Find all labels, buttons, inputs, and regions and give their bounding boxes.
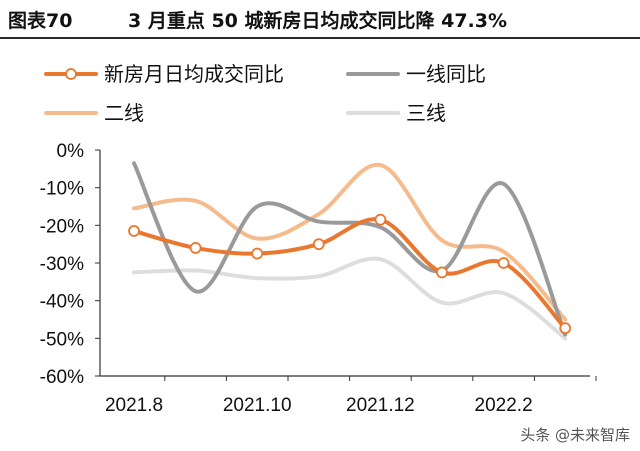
data-point-total: [374, 213, 387, 226]
x-tick-label: 2021.8: [105, 395, 163, 416]
series-line-tier3: [132, 256, 568, 341]
header-rule: [0, 37, 640, 39]
data-point-total: [189, 242, 202, 254]
series-lines: [128, 161, 572, 341]
data-point-total: [559, 322, 572, 335]
data-point-total: [251, 247, 264, 260]
y-tick-label: -40%: [40, 292, 84, 313]
data-point-total: [312, 238, 325, 251]
y-tick-label: -30%: [40, 254, 84, 275]
legend-marker-total: [65, 68, 77, 80]
y-tick-label: 0%: [57, 141, 85, 162]
x-tick-label: 2022.2: [475, 395, 533, 416]
figure-number: 图表70: [8, 10, 73, 32]
legend-label-tier2: 二线: [104, 101, 144, 125]
data-point-total: [497, 257, 510, 269]
chart-header: 图表70 3 月重点 50 城新房日均成交同比降 47.3%: [0, 0, 640, 40]
x-tick-label: 2021.12: [346, 395, 415, 416]
axes: 0% -10% -20% -30% -40% -50% -60% 2021.8 2021.10 2…: [40, 141, 597, 416]
data-point-total: [128, 225, 140, 237]
y-tick-label: -10%: [40, 179, 84, 200]
y-tick-label: -50%: [40, 329, 84, 350]
legend-label-tier1: 一线同比: [406, 62, 486, 86]
watermark: 头条 @未来智库: [520, 426, 630, 444]
chart-title: 3 月重点 50 城新房日均成交同比降 47.3%: [128, 10, 508, 32]
series-line-tier2: [132, 163, 568, 322]
y-tick-label: -60%: [40, 367, 84, 388]
x-tick-label: 2021.10: [223, 395, 292, 416]
legend-label-total: 新房月日均成交同比: [104, 62, 284, 86]
data-point-total: [436, 266, 448, 279]
legend-label-tier3: 三线: [406, 101, 446, 125]
y-tick-label: -20%: [40, 216, 84, 237]
series-line-total: [132, 217, 568, 331]
